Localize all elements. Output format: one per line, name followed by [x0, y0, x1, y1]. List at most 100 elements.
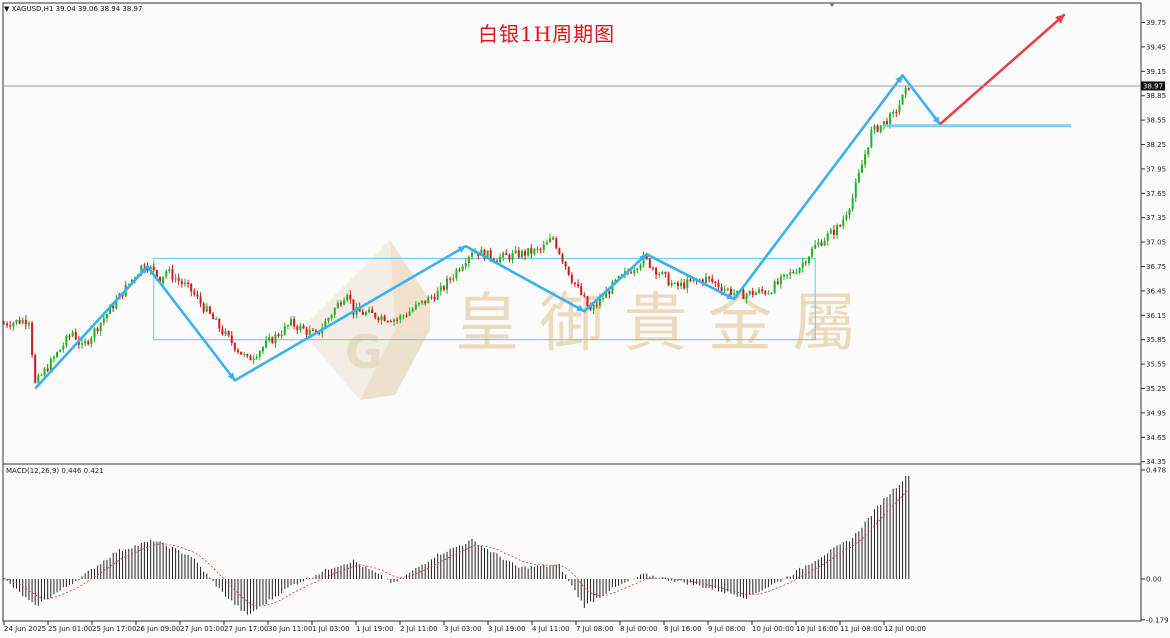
price-tick-label: 38.25: [1146, 141, 1166, 149]
candle-body: [639, 264, 642, 269]
candle-body: [421, 300, 424, 303]
candle-body: [751, 290, 754, 295]
candle-body: [539, 248, 542, 250]
candle-body: [389, 321, 392, 323]
candle-body: [814, 244, 817, 249]
candle-body: [343, 300, 346, 305]
candle-body: [227, 331, 230, 336]
candle-body: [283, 325, 286, 335]
price-tick-label: 35.25: [1146, 385, 1166, 393]
candle-body: [692, 279, 695, 282]
candle-body: [187, 283, 190, 285]
candle-body: [648, 258, 651, 268]
candle-body: [714, 281, 717, 283]
candle-body: [364, 312, 367, 315]
wave-arrowhead: [227, 372, 235, 381]
price-tick-label: 34.65: [1146, 434, 1166, 442]
candle-body: [174, 278, 177, 280]
candle-body: [536, 248, 539, 250]
macd-axis-ticks: 0.478 0.00 -0.179: [1141, 467, 1169, 624]
candle-body: [193, 291, 196, 295]
candle-body: [842, 219, 845, 227]
price-tick-label: 34.95: [1146, 409, 1166, 417]
candle-body: [723, 289, 726, 291]
time-tick-label: 26 Jun 09:00: [136, 625, 180, 633]
candle-body: [851, 197, 854, 210]
candle-body: [249, 356, 252, 361]
candle-body: [720, 287, 723, 291]
candle-body: [265, 340, 268, 348]
candle-body: [436, 290, 439, 300]
candle-body: [221, 328, 224, 335]
candle-body: [37, 375, 40, 383]
candle-body: [798, 267, 801, 273]
candle-body: [277, 334, 280, 337]
candle-body: [393, 319, 395, 322]
candle-body: [848, 209, 851, 216]
price-axis-ticks: 39.75 39.45 39.15 38.85 38.55 38.25 37.95 37.65…: [1141, 19, 1166, 466]
candle-body: [680, 282, 683, 286]
wave-arrowhead: [457, 246, 466, 253]
candle-body: [857, 172, 860, 183]
forecast-arrowhead: [1055, 14, 1065, 24]
time-tick-label: 2 Jul 11:00: [400, 625, 438, 633]
candle-body: [705, 276, 707, 284]
chart-title: 白银1H周期图: [478, 22, 616, 46]
candle-body: [199, 296, 202, 304]
candle-body: [764, 291, 767, 294]
candle-body: [155, 270, 158, 277]
candle-body: [411, 309, 414, 312]
candle-body: [505, 252, 508, 256]
candle-body: [561, 254, 564, 262]
time-tick-label: 25 Jun 01:00: [48, 625, 92, 633]
candle-body: [552, 238, 555, 240]
chart-shift-marker-icon[interactable]: [829, 3, 835, 7]
candle-body: [180, 281, 183, 285]
price-tick-label: 37.35: [1146, 214, 1166, 222]
candle-body: [87, 341, 90, 344]
candle-body: [315, 330, 317, 332]
candle-body: [633, 270, 636, 274]
candle-body: [907, 87, 910, 90]
candle-body: [742, 289, 745, 299]
wave-arrowhead: [932, 116, 940, 125]
candle-body: [336, 302, 339, 309]
candle-body: [864, 154, 867, 165]
wave-arrowhead: [726, 292, 735, 300]
candle-body: [286, 325, 289, 327]
candle-body: [290, 318, 293, 326]
candle-body: [620, 274, 623, 276]
candle-body: [795, 272, 798, 274]
candle-body: [683, 282, 686, 289]
candle-body: [729, 288, 732, 295]
candle-body: [555, 238, 558, 249]
time-tick-label: 1 Jul 19:00: [356, 625, 394, 633]
candle-body: [773, 281, 776, 294]
candle-body: [196, 294, 199, 297]
time-tick-label: 11 Jul 08:00: [840, 625, 882, 633]
candle-body: [143, 265, 146, 267]
time-tick-label: 10 Jul 00:00: [752, 625, 794, 633]
candle-body: [480, 249, 483, 256]
candle-body: [820, 242, 823, 246]
candle-body: [358, 306, 361, 312]
candle-body: [330, 315, 333, 319]
candle-body: [102, 318, 105, 323]
candle-body: [374, 312, 377, 318]
price-tick-label: 35.55: [1146, 361, 1166, 369]
candle-body: [483, 249, 486, 260]
macd-signal-line: [3, 489, 910, 607]
candle-body: [701, 279, 704, 284]
wave-arrowhead: [895, 75, 903, 84]
candle-body: [471, 252, 473, 257]
candle-body: [21, 319, 24, 324]
candle-body: [433, 297, 436, 300]
candle-body: [424, 300, 427, 304]
candle-body: [165, 271, 168, 277]
candle-body: [661, 271, 664, 275]
candle-body: [527, 248, 530, 256]
time-tick-label: 27 Jun 01:00: [180, 625, 224, 633]
candle-body: [380, 316, 383, 321]
candle-body: [302, 325, 305, 329]
